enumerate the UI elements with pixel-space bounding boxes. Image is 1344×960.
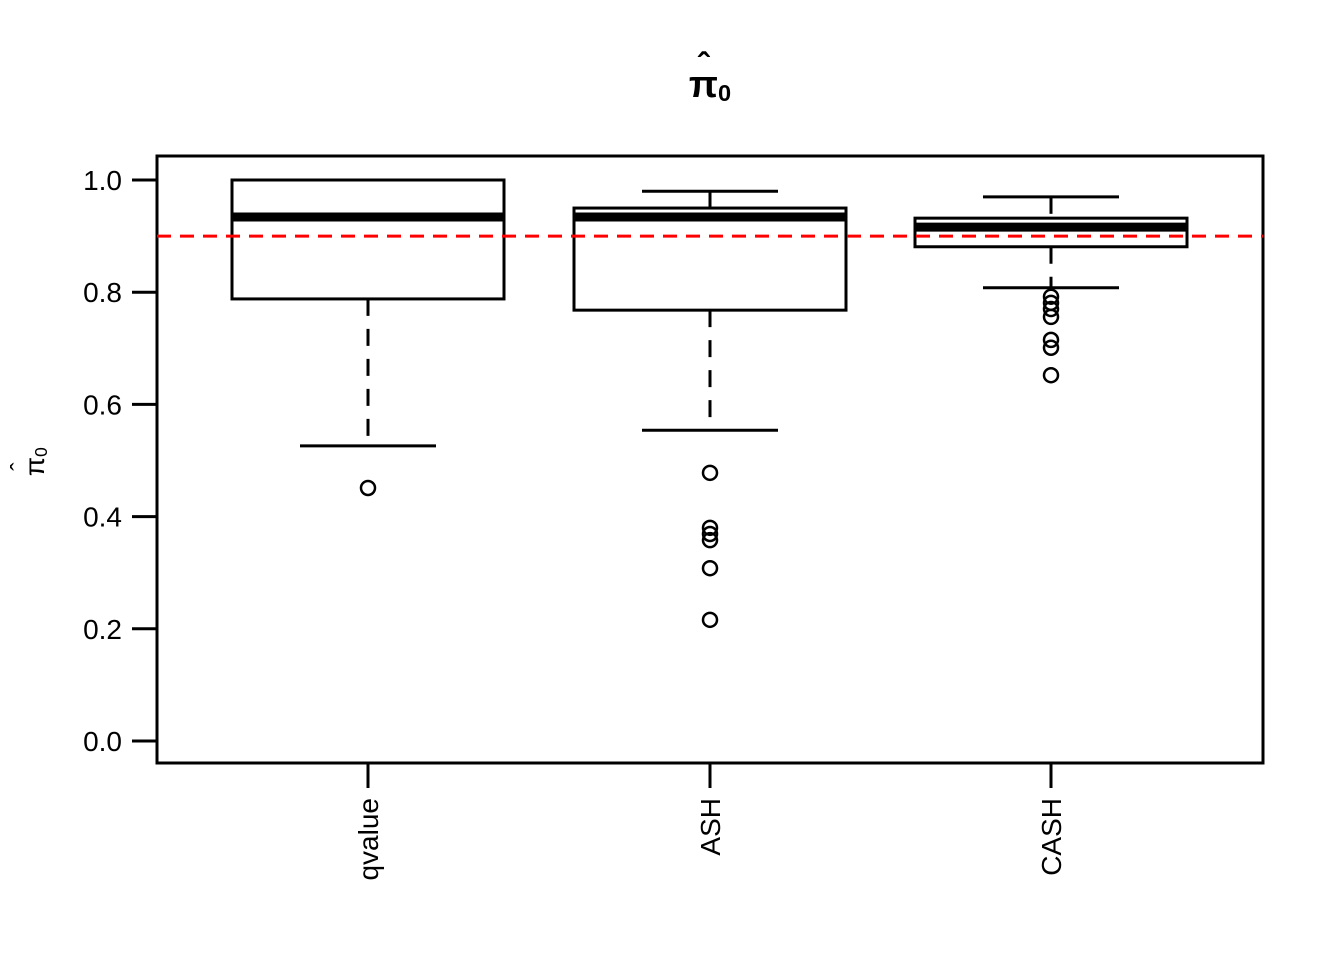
outlier-point	[701, 559, 719, 577]
hat-accent: ˆ	[5, 462, 34, 472]
subscript-zero: 0	[717, 80, 732, 107]
y-tick-label: 0.0	[83, 726, 122, 757]
outlier-point	[701, 464, 719, 482]
y-tick-label: 0.6	[83, 389, 122, 420]
outlier-point	[1042, 339, 1060, 356]
y-axis-label: ˆ π0	[4, 382, 66, 542]
outlier-point	[701, 525, 719, 543]
outlier-point	[1042, 308, 1060, 326]
box-CASH	[913, 216, 1189, 249]
outlier-point	[701, 611, 719, 629]
y-tick-label: 1.0	[83, 165, 122, 196]
x-category-label: qvalue	[353, 798, 384, 881]
box-ASH	[572, 206, 848, 312]
pi-symbol: π	[688, 64, 718, 106]
chart-title: ˆ π0	[157, 49, 1263, 107]
outlier-point	[1042, 366, 1060, 384]
outlier-point	[359, 479, 377, 497]
outlier-point	[1042, 331, 1060, 349]
outlier-point	[701, 519, 719, 537]
x-category-label: ASH	[695, 798, 726, 856]
y-tick-label: 0.4	[83, 502, 122, 533]
x-category-label: CASH	[1036, 798, 1067, 876]
hat-accent: ˆ	[697, 46, 710, 85]
y-tick-label: 0.2	[83, 614, 122, 645]
outlier-point	[1042, 288, 1060, 305]
subscript-zero: 0	[30, 447, 51, 458]
outlier-point	[701, 531, 719, 549]
box-qvalue	[230, 178, 506, 301]
y-tick-label: 0.8	[83, 277, 122, 308]
y-axis-label-text: ˆ π0	[6, 447, 51, 477]
outlier-point	[1042, 300, 1060, 318]
